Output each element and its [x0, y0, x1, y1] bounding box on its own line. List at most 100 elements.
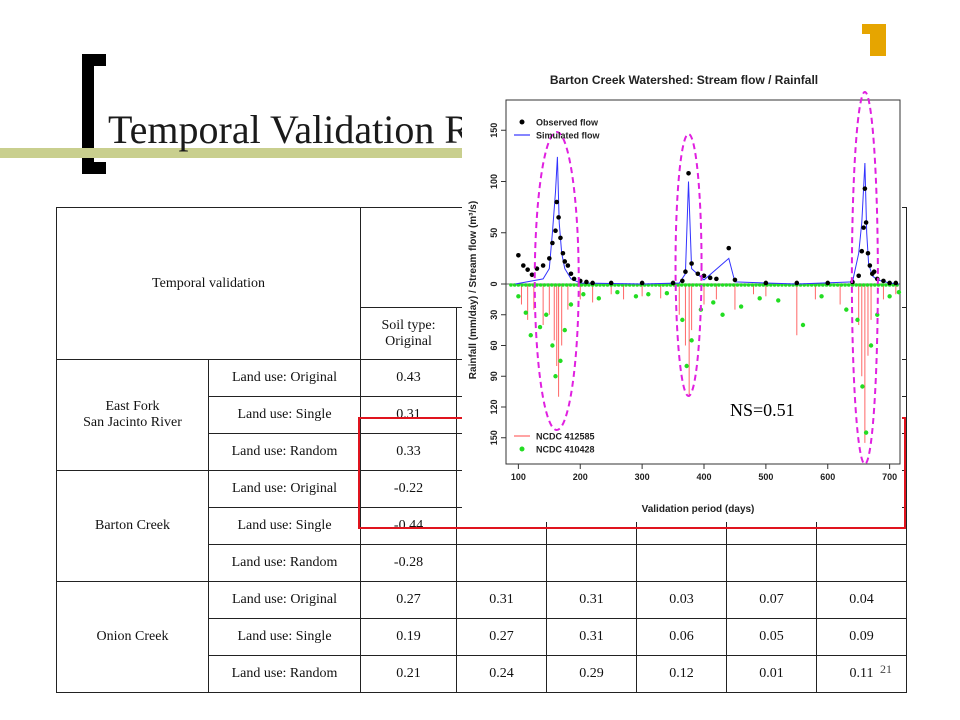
- legend-marker: [519, 119, 525, 125]
- land-use-label: Land use: Random: [208, 433, 361, 471]
- table-cell: 0.24: [456, 655, 547, 693]
- rain-410428-point: [800, 322, 806, 328]
- rain-410428-point: [523, 310, 528, 315]
- observed-flow-point: [521, 263, 526, 268]
- observed-flow-point: [562, 259, 568, 264]
- x-tick-label: 100: [511, 472, 526, 482]
- observed-flow-point: [695, 271, 701, 277]
- rain-410428-point: [684, 363, 689, 369]
- rain-410428-point: [664, 291, 670, 296]
- rain-410428-point: [581, 292, 586, 297]
- rain-410428-point: [868, 343, 874, 348]
- table-cell: 0.12: [636, 655, 727, 693]
- rain-410428-point: [596, 296, 602, 301]
- rain-410428-point: [579, 283, 584, 287]
- observed-flow-point: [861, 225, 866, 230]
- rain-410428-point: [553, 283, 558, 287]
- rain-410428-point: [854, 283, 859, 287]
- rain-410428-point: [739, 283, 743, 287]
- land-use-label: Land use: Original: [208, 470, 361, 508]
- rain-410428-point: [679, 283, 684, 287]
- land-use-label: Land use: Single: [208, 396, 361, 434]
- observed-flow-point: [584, 279, 589, 285]
- rain-410428-point: [720, 312, 725, 317]
- rain-410428-point: [557, 283, 562, 287]
- y-tick-label: 50: [489, 228, 499, 238]
- rain-410428-point: [860, 384, 865, 389]
- x-axis-label: Validation period (days): [642, 504, 755, 515]
- observed-flow-point: [701, 273, 707, 279]
- observed-flow-point: [871, 269, 877, 274]
- rain-410428-point: [821, 283, 825, 287]
- rain-410428-point: [731, 283, 736, 287]
- rain-410428-point: [661, 283, 665, 287]
- table-cell: 0.04: [816, 581, 907, 619]
- rain-410428-point: [713, 283, 717, 287]
- y-tick-label: 100: [489, 174, 499, 189]
- rain-410428-point: [680, 317, 685, 323]
- land-use-label: Land use: Single: [208, 507, 361, 545]
- observed-flow-point: [568, 271, 574, 277]
- observed-flow-point: [859, 248, 865, 254]
- event-ellipse: [674, 133, 703, 397]
- y-tick-label: 150: [489, 123, 499, 138]
- land-use-label: Land use: Random: [208, 655, 361, 693]
- x-tick-label: 600: [820, 472, 835, 482]
- observed-flow-point: [881, 278, 886, 284]
- observed-flow-point: [553, 228, 558, 233]
- land-use-label: Land use: Original: [208, 359, 361, 397]
- hydrograph-chart: Barton Creek Watershed: Stream flow / Ra…: [468, 73, 902, 515]
- observed-flow-point: [683, 269, 688, 274]
- y-tick-label: 150: [489, 430, 499, 445]
- rain-410428-point: [724, 283, 729, 287]
- rain-410428-point: [553, 374, 558, 379]
- simulated-flow-line: [515, 156, 899, 285]
- x-tick-label: 300: [635, 472, 650, 482]
- land-use-label: Land use: Single: [208, 618, 361, 656]
- observed-flow-point: [558, 235, 563, 241]
- rain-410428-point: [738, 304, 744, 309]
- rain-410428-point: [850, 283, 855, 287]
- table-cell: -0.28: [360, 544, 457, 582]
- site-name: East Fork San Jacinto River: [56, 359, 209, 471]
- observed-flow-point: [893, 280, 899, 286]
- rain-410428-point: [780, 283, 784, 287]
- observed-flow-point: [529, 272, 535, 278]
- table-cell: 0.27: [360, 581, 457, 619]
- rain-410428-point: [711, 300, 716, 305]
- observed-flow-point: [887, 280, 892, 286]
- rain-410428-point: [746, 283, 751, 287]
- y-axis-label: Rainfall (mm/day) / Stream flow (m³/s): [468, 201, 479, 379]
- x-tick-label: 500: [758, 472, 773, 482]
- rain-410428-point: [819, 294, 824, 299]
- table-cell: -0.44: [360, 507, 457, 545]
- observed-flow-point: [525, 267, 530, 272]
- rain-410428-point: [863, 430, 869, 435]
- slide-number: 21: [880, 662, 892, 676]
- y-tick-label: 0: [489, 281, 499, 286]
- hydrograph-inset: Barton Creek Watershed: Stream flow / Ra…: [462, 60, 902, 522]
- rain-410428-point: [646, 292, 651, 297]
- rain-410428-point: [546, 283, 550, 287]
- observed-flow-point: [763, 280, 769, 286]
- observed-flow-point: [867, 263, 873, 268]
- rain-410428-point: [561, 283, 565, 287]
- rain-410428-point: [562, 327, 567, 333]
- rain-410428-point: [846, 283, 851, 287]
- rain-410428-point: [520, 283, 524, 287]
- rain-410428-point: [676, 283, 680, 287]
- rain-410428-point: [549, 283, 554, 287]
- table-cell: 0.31: [456, 581, 547, 619]
- table-sub-header: Soil type: Original: [360, 307, 457, 360]
- rain-410428-point: [743, 283, 747, 287]
- table-cell: 0.06: [636, 618, 727, 656]
- y-tick-label: 120: [489, 399, 499, 414]
- rain-410428-point: [875, 312, 880, 317]
- event-ellipse: [850, 91, 879, 465]
- observed-flow-point: [794, 280, 800, 286]
- rain-410428-point: [564, 283, 569, 287]
- observed-flow-point: [540, 263, 546, 268]
- rain-410428-point: [735, 283, 740, 287]
- rain-410428-point: [687, 283, 691, 287]
- rain-410428-point: [657, 283, 662, 287]
